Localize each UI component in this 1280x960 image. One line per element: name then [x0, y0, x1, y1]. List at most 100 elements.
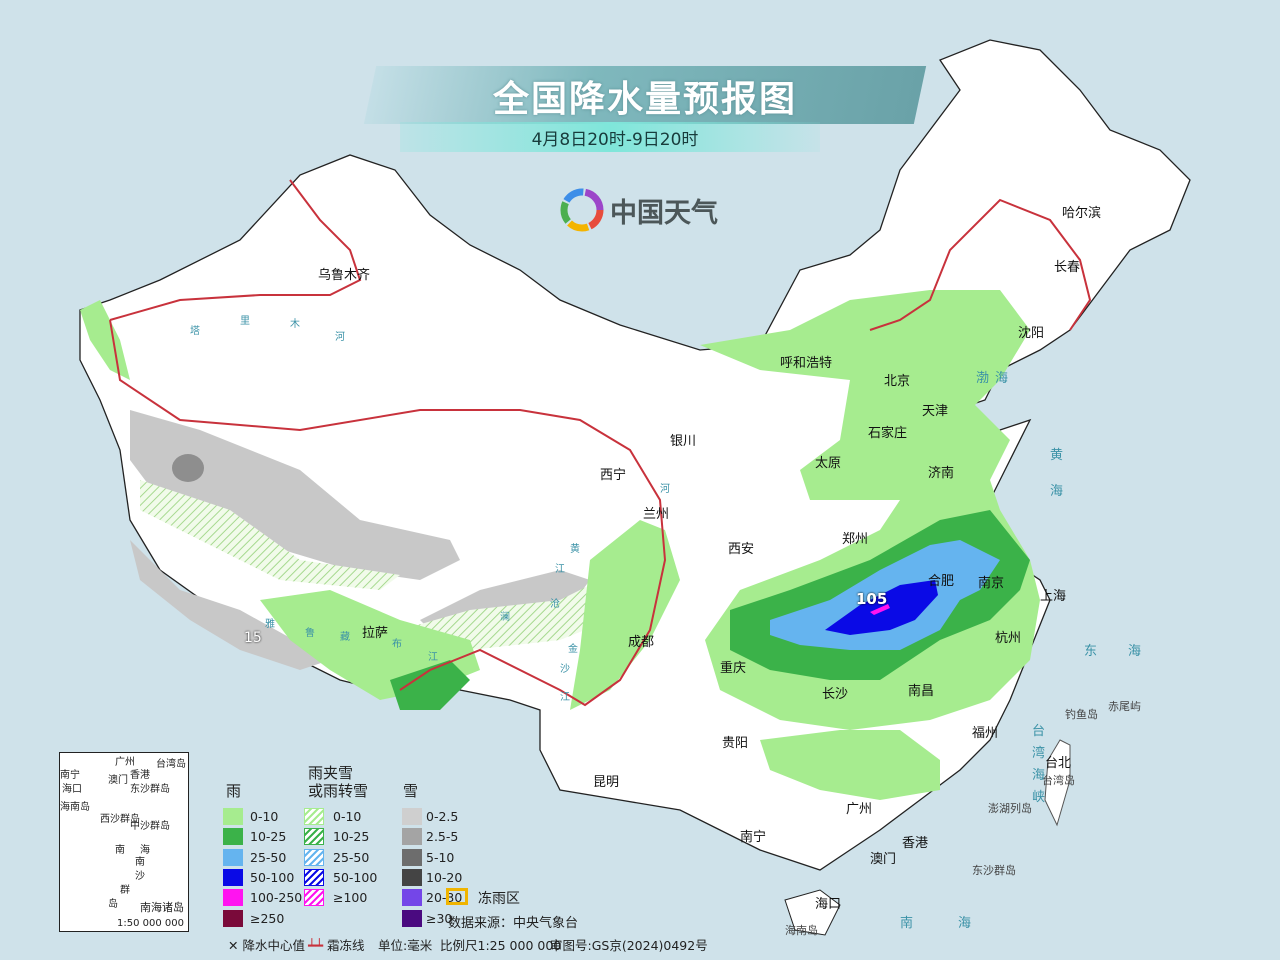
sleet-legend-label: 0-10 — [333, 809, 362, 824]
river-label: 河 — [660, 484, 670, 495]
rain-area-100-250 — [870, 604, 890, 615]
city-label: 长春 — [1054, 260, 1081, 275]
place-label: 澎湖列岛 — [988, 802, 1032, 815]
snow-legend-label: ≥30 — [426, 910, 453, 926]
cross-icon: ✕ — [228, 938, 239, 953]
sleet-legend-title-1: 雨夹雪 — [308, 764, 354, 782]
hainan-island — [784, 889, 841, 936]
inset-label: 群 — [120, 885, 130, 896]
rain-legend-label: 100-250 — [250, 890, 303, 906]
rain-swatch — [223, 808, 243, 825]
city-label: 哈尔滨 — [1062, 206, 1102, 221]
inset-title: 南海诸岛 — [140, 901, 184, 914]
inset-label: 南 — [135, 857, 145, 868]
center-value-label: 降水中心值 — [242, 938, 305, 953]
brand-name: 中国天气 — [610, 197, 718, 229]
sea-label: 峡 — [1032, 790, 1046, 805]
sleet-legend-label: 10-25 — [333, 829, 370, 845]
frost-line-label: 霜冻线 — [327, 938, 365, 953]
place-label: 台湾岛 — [1042, 774, 1075, 787]
inset-label: 南宁 — [60, 770, 80, 781]
rain-legend-title: 雨 — [226, 782, 242, 800]
city-label: 贵阳 — [722, 736, 749, 751]
river-label: 江 — [560, 692, 570, 703]
city-label: 呼和浩特 — [780, 356, 833, 371]
river-label: 江 — [428, 652, 438, 663]
place-label: 赤尾屿 — [1108, 700, 1141, 713]
frost-line-icon: ┷┷ — [308, 938, 324, 953]
city-label: 香港 — [902, 836, 929, 851]
rain-area-0-10 — [760, 730, 940, 800]
sea-label: 海 — [995, 371, 1009, 386]
snow-legend-label: 5-10 — [426, 849, 455, 865]
inset-label: 澳门 — [108, 775, 128, 786]
city-label: 重庆 — [720, 661, 747, 676]
sleet-swatch — [304, 889, 324, 907]
river-label: 沧 — [550, 599, 560, 610]
sleet-swatch — [304, 868, 324, 886]
city-label: 拉萨 — [362, 626, 389, 641]
city-label: 杭州 — [995, 631, 1022, 646]
sleet-area — [140, 480, 400, 590]
city-label: 南宁 — [740, 830, 767, 845]
map-title: 全国降水量预报图 — [492, 79, 797, 120]
scale-label: 比例尺1:25 000 000 — [440, 938, 562, 953]
city-label: 济南 — [928, 466, 955, 481]
city-label: 西安 — [728, 542, 755, 557]
city-label: 银川 — [670, 434, 697, 449]
river-label: 布 — [392, 639, 402, 650]
center-value-key: ✕ 降水中心值 — [228, 935, 305, 954]
snow-legend-label: 10-20 — [426, 869, 463, 885]
snow-swatch — [402, 848, 422, 866]
inset-label: 岛 — [108, 899, 118, 910]
rain-swatch — [223, 909, 243, 927]
city-label: 海口 — [815, 897, 842, 912]
rain-legend-label: 50-100 — [250, 869, 295, 885]
inset-label: 中沙群岛 — [130, 821, 170, 832]
snow-swatch — [402, 868, 422, 886]
city-label: 南京 — [978, 576, 1005, 591]
swirl-logo-icon — [560, 188, 604, 232]
data-source: 数据来源：中央气象台 — [448, 916, 579, 931]
approval-label: 审图号:GS京(2024)0492号 — [550, 938, 708, 953]
city-label: 西宁 — [600, 468, 627, 483]
freezing-rain-swatch — [446, 888, 468, 905]
freezing-rain-label: 冻雨区 — [478, 891, 520, 907]
city-label: 上海 — [1040, 589, 1067, 604]
rain-legend-label: ≥250 — [250, 910, 285, 926]
snow-legend-label: 0-2.5 — [426, 809, 459, 824]
city-label: 澳门 — [870, 852, 897, 867]
rain-area-0-10 — [570, 520, 680, 710]
sea-label: 海 — [1128, 644, 1142, 659]
city-label: 广州 — [846, 802, 873, 817]
inset-label: 海 — [140, 845, 150, 856]
river-label: 鲁 — [305, 628, 315, 639]
city-label: 昆明 — [593, 775, 620, 790]
sea-label: 海 — [958, 916, 972, 931]
sea-label: 湾 — [1032, 746, 1046, 761]
snow-swatch — [402, 909, 422, 927]
city-label: 福州 — [972, 726, 999, 741]
south-china-sea-inset: 南海诸岛 1:50 000 000 广州 香港 澳门 南宁 海口 东沙群岛 海南岛 西沙群岛中… — [59, 752, 189, 932]
sea-label: 海 — [1050, 484, 1064, 499]
rain-legend-label: 0-10 — [250, 809, 279, 824]
city-label: 石家庄 — [868, 426, 908, 441]
rain-swatch — [223, 889, 243, 907]
frost-line — [109, 179, 1092, 707]
snow-swatch — [402, 889, 422, 907]
inset-label: 东沙群岛 — [130, 784, 170, 795]
snow-area-light — [130, 410, 460, 580]
inset-label: 沙 — [135, 871, 145, 882]
sleet-legend-label: 25-50 — [333, 849, 370, 865]
brand-logo: 中国天气 — [560, 188, 718, 232]
inset-label: 台湾岛 — [156, 759, 186, 770]
sleet-legend-label: 50-100 — [333, 869, 378, 885]
river-label: 雅 — [265, 619, 275, 630]
snow-area-medium — [172, 454, 204, 482]
river-label: 黄 — [570, 544, 580, 555]
place-label: 钓鱼岛 — [1065, 708, 1098, 721]
snow-legend-label: 2.5-5 — [426, 829, 459, 845]
sleet-area — [400, 580, 610, 650]
city-label: 兰州 — [643, 507, 670, 522]
